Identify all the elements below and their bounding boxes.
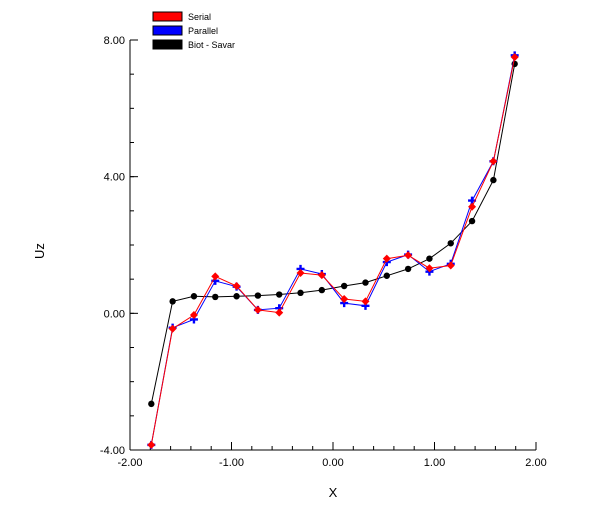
- data-point: [189, 311, 198, 320]
- data-point: [276, 291, 283, 298]
- data-point: [426, 255, 433, 262]
- data-point: [232, 282, 241, 290]
- y-tick-label: 0.00: [104, 308, 125, 320]
- series-line: [150, 56, 516, 445]
- data-point: [297, 289, 304, 297]
- data-point: [254, 292, 262, 299]
- x-tick-label: -2.00: [117, 457, 142, 469]
- legend-label: Biot - Savar: [188, 40, 235, 50]
- data-point: [382, 254, 391, 263]
- data-point: [447, 240, 454, 247]
- data-point: [361, 297, 370, 306]
- legend-swatch: [152, 25, 183, 36]
- data-point: [317, 271, 326, 280]
- data-point: [490, 176, 497, 184]
- data-point: [169, 298, 176, 305]
- data-point: [468, 217, 476, 225]
- x-tick-label: 0.00: [322, 457, 343, 469]
- data-point: [340, 294, 349, 303]
- data-point: [489, 157, 498, 166]
- legend-swatch: [152, 39, 183, 50]
- data-point: [190, 293, 198, 300]
- data-point: [340, 282, 348, 290]
- data-point: [233, 293, 240, 300]
- data-point: [446, 261, 455, 270]
- x-tick-label: 2.00: [525, 457, 546, 469]
- y-tick-label: -4.00: [100, 445, 125, 457]
- data-point: [168, 324, 177, 333]
- legend-swatch: [152, 11, 183, 22]
- series-line: [150, 63, 516, 405]
- x-axis-label: X: [329, 485, 338, 500]
- series-parallel: [147, 51, 519, 449]
- data-point: [275, 308, 284, 317]
- series-line: [150, 55, 516, 445]
- y-tick-label: 8.00: [104, 35, 125, 47]
- data-point: [148, 400, 155, 408]
- data-point: [510, 53, 519, 62]
- x-tick-label: 1.00: [424, 457, 445, 469]
- data-point: [468, 202, 477, 211]
- legend-label: Serial: [188, 12, 211, 22]
- data-point: [404, 265, 412, 273]
- legend-label: Parallel: [188, 26, 218, 36]
- data-point: [425, 264, 434, 273]
- data-point: [211, 272, 220, 281]
- y-tick-label: 4.00: [104, 172, 125, 184]
- legend: Serial Parallel Biot - Savar: [152, 11, 235, 50]
- data-point: [404, 251, 413, 260]
- x-tick-label: -1.00: [219, 457, 244, 469]
- data-point: [212, 293, 219, 301]
- data-point: [253, 305, 262, 314]
- data-point: [296, 269, 305, 278]
- series-layer: [147, 51, 519, 449]
- series-serial: [147, 53, 519, 449]
- data-point: [147, 440, 156, 449]
- axes: -2.00 -1.00 0.00 1.00 2.00 -4.00 0.00 4.00 8.00: [100, 35, 547, 469]
- data-point: [362, 279, 369, 286]
- data-point: [383, 272, 390, 279]
- data-point: [318, 286, 326, 294]
- y-axis-label: Uz: [32, 243, 47, 259]
